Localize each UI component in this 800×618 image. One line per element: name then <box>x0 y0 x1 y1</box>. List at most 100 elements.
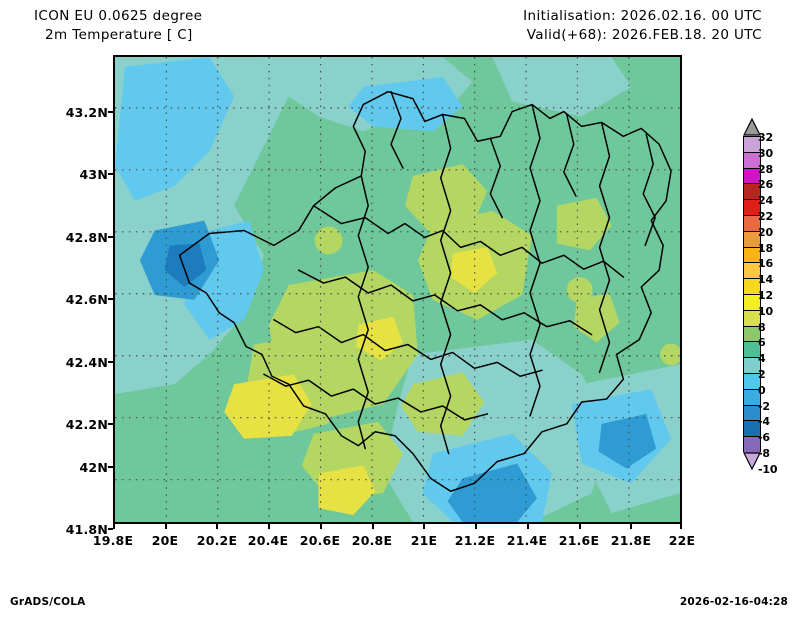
colorbar-label-12: 8 <box>758 320 766 334</box>
internal-border-4 <box>263 373 489 421</box>
x-tick-mark-11 <box>680 524 682 529</box>
colorbar-swatch-5 <box>744 215 760 232</box>
field-band-2c-northeast <box>492 57 632 117</box>
y-tick-label-2: 42.8N <box>65 230 108 245</box>
footer-timestamp: 2026-02-16-04:28 <box>679 596 788 608</box>
model-name-line: ICON EU 0.0625 degree <box>34 8 203 24</box>
x-tick-label-4: 20.6E <box>299 533 341 548</box>
colorbar-swatch-14 <box>744 358 760 374</box>
kosovo-outer-border <box>178 90 672 493</box>
colorbar-swatch-2 <box>744 168 760 185</box>
x-tick-mark-0 <box>113 524 115 529</box>
y-tick-label-4: 42.4N <box>65 355 108 370</box>
header-right-block: Initialisation: 2026.02.16. 00 UTC Valid… <box>523 7 762 45</box>
y-tick-label-3: 42.6N <box>65 292 108 307</box>
y-tick-mark-7 <box>108 528 113 530</box>
field-blob-6c-b <box>660 343 680 366</box>
colorbar-label-9: 14 <box>758 273 773 287</box>
valid-time-line: Valid(+68): 2026.FEB.18. 20 UTC <box>526 27 762 43</box>
x-tick-label-11: 22E <box>668 533 696 548</box>
colorbar-label-1: 30 <box>758 146 773 160</box>
y-tick-mark-1 <box>108 173 113 175</box>
footer-producer: GrADS/COLA <box>10 596 86 608</box>
field-band-m4c-core <box>164 243 207 288</box>
colorbar-label-2: 28 <box>758 162 773 176</box>
temperature-field-svg <box>115 57 680 522</box>
internal-border-5 <box>357 175 369 450</box>
field-band-8c-w <box>224 374 312 439</box>
map-plot-area <box>113 55 682 524</box>
colorbar-swatch-19 <box>744 437 760 453</box>
internal-border-11 <box>563 113 577 197</box>
internal-border-6 <box>439 113 452 455</box>
colorbar-swatch-8 <box>744 263 760 280</box>
colorbar-swatch-1 <box>744 152 760 169</box>
colorbar-swatch-9 <box>744 279 760 295</box>
field-band-m2c-se <box>598 413 657 469</box>
internal-border-7 <box>529 103 541 417</box>
internal-border-10 <box>489 137 504 219</box>
y-tick-mark-6 <box>108 466 113 468</box>
internal-border-9 <box>390 90 404 169</box>
colorbar-label-3: 26 <box>758 178 773 192</box>
x-tick-label-0: 19.8E <box>92 533 134 548</box>
colorbar-swatch-3 <box>744 184 760 201</box>
y-tick-mark-4 <box>108 361 113 363</box>
colorbar-swatch-10 <box>744 294 760 311</box>
colorbar-label-16: 0 <box>758 383 766 397</box>
colorbar-bottom-arrow-icon <box>743 452 761 470</box>
y-tick-label-1: 43N <box>79 167 108 182</box>
country-borders <box>178 90 672 493</box>
field-blob-6c-a <box>566 277 593 303</box>
grid-lines <box>115 57 680 522</box>
y-tick-mark-5 <box>108 423 113 425</box>
colorbar-label-11: 10 <box>758 304 773 318</box>
internal-border-2 <box>297 269 593 336</box>
x-tick-mark-5 <box>372 524 374 529</box>
colorbar-swatch-6 <box>744 231 760 248</box>
y-tick-label-7: 41.8N <box>65 522 108 537</box>
chart-header: ICON EU 0.0625 degree 2m Temperature [ C… <box>0 0 800 52</box>
colorbar-label-4: 24 <box>758 194 773 208</box>
colorbar-label-20: -8 <box>758 447 770 460</box>
x-tick-mark-10 <box>630 524 632 529</box>
y-tick-mark-0 <box>108 111 113 113</box>
x-tick-mark-9 <box>579 524 581 529</box>
y-tick-label-6: 42N <box>79 460 108 475</box>
colorbar-swatch-13 <box>744 342 760 359</box>
colorbar-label-15: 2 <box>758 368 766 381</box>
colorbar-label-21: -10 <box>758 462 778 476</box>
colorbar-label-17: -2 <box>758 399 770 413</box>
colorbar-swatch-12 <box>744 326 760 343</box>
colorbar-swatches <box>743 136 761 453</box>
colorbar-label-18: -4 <box>758 415 770 429</box>
x-tick-mark-8 <box>527 524 529 529</box>
colorbar-swatch-16 <box>744 389 760 406</box>
x-tick-mark-7 <box>475 524 477 529</box>
x-tick-mark-3 <box>268 524 270 529</box>
x-tick-mark-1 <box>165 524 167 529</box>
colorbar-swatch-11 <box>744 310 760 327</box>
colorbar-label-5: 22 <box>758 210 773 223</box>
field-band-6c-east <box>556 197 612 251</box>
field-band-m2c-s <box>447 463 538 522</box>
colorbar-label-13: 6 <box>758 336 766 350</box>
colorbar-top-arrow-icon <box>743 118 761 136</box>
x-tick-label-7: 21.2E <box>454 533 496 548</box>
x-tick-label-6: 21E <box>410 533 438 548</box>
x-tick-mark-6 <box>423 524 425 529</box>
colorbar-label-6: 20 <box>758 225 773 239</box>
x-tick-label-1: 20E <box>151 533 179 548</box>
colorbar-swatch-17 <box>744 405 760 422</box>
colorbar-swatch-15 <box>744 373 760 390</box>
x-tick-label-3: 20.4E <box>247 533 289 548</box>
header-left-block: ICON EU 0.0625 degree 2m Temperature [ C… <box>34 7 202 45</box>
x-tick-label-5: 20.8E <box>351 533 393 548</box>
colorbar-swatch-18 <box>744 421 760 438</box>
colorbar-label-10: 12 <box>758 289 773 302</box>
field-band-0c-nw <box>115 57 235 201</box>
colorbar-label-14: 4 <box>758 352 766 366</box>
temperature-field <box>115 57 680 522</box>
internal-border-3 <box>273 318 543 377</box>
x-tick-label-9: 21.6E <box>558 533 600 548</box>
